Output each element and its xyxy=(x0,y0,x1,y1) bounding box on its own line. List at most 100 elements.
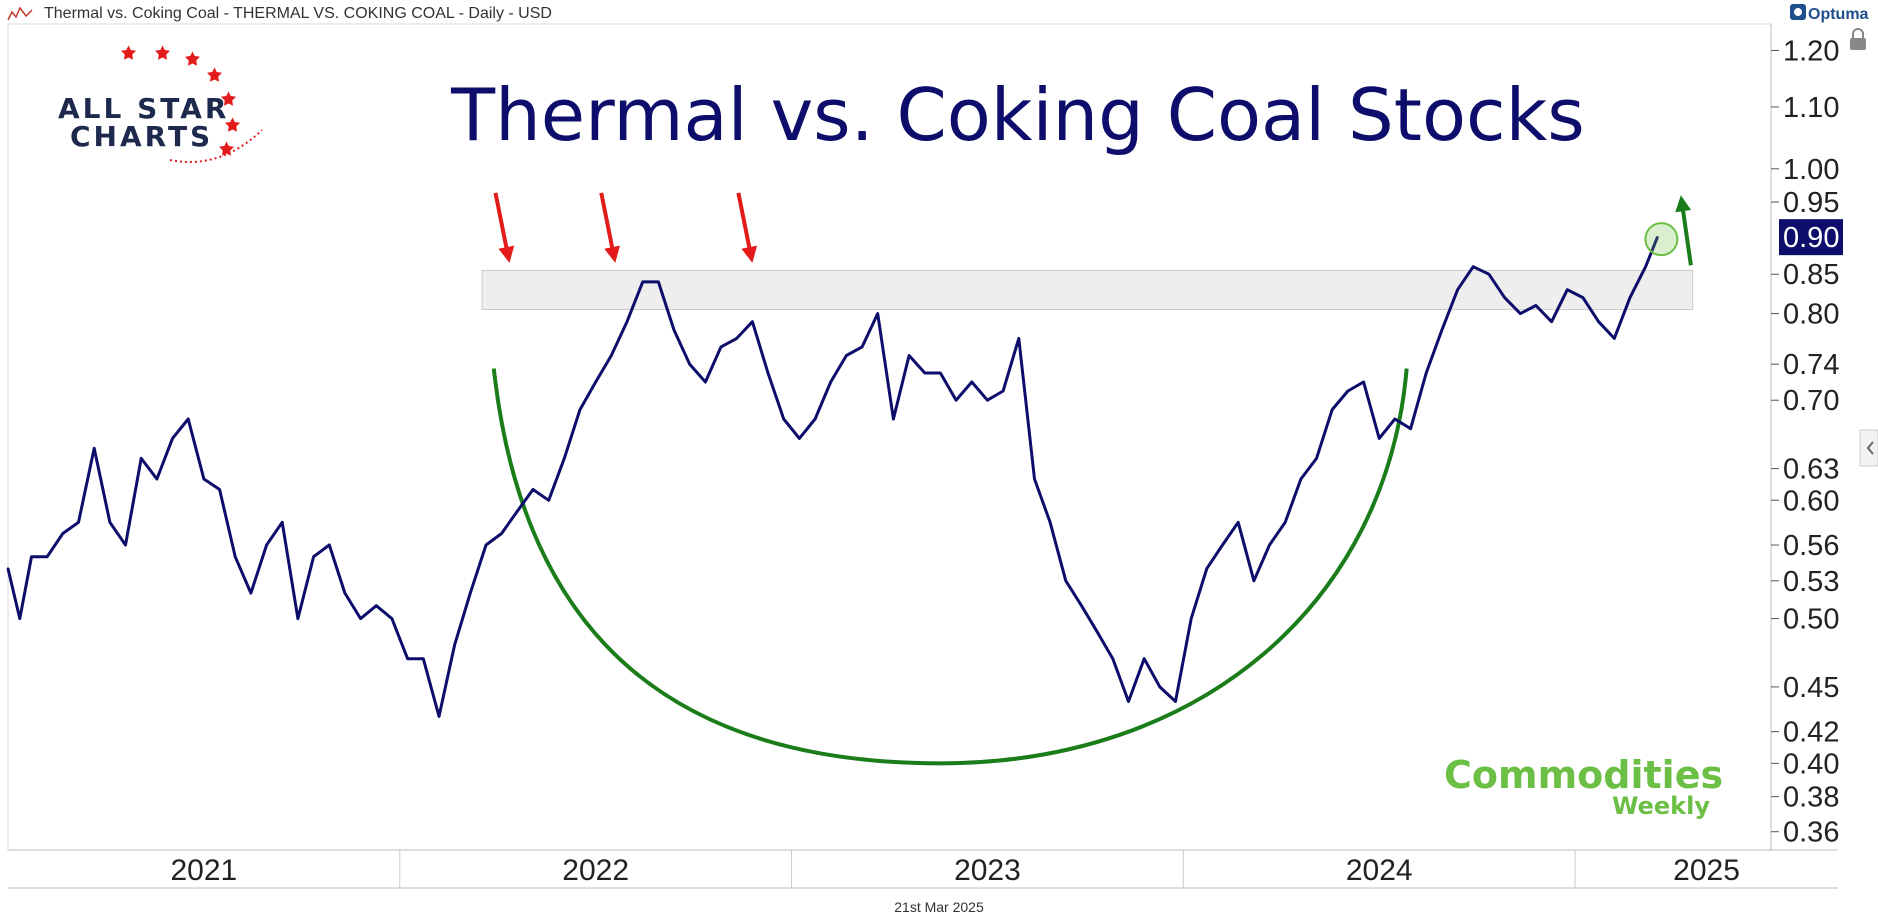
data-point xyxy=(860,345,864,349)
data-point xyxy=(1033,477,1036,481)
y-tick-label: 0.74 xyxy=(1783,349,1839,381)
data-point xyxy=(1519,312,1522,315)
data-point xyxy=(625,320,629,323)
data-point xyxy=(281,521,284,524)
red-arrow-1-head xyxy=(498,245,515,263)
data-point xyxy=(516,509,519,513)
data-point xyxy=(1456,288,1459,291)
data-point xyxy=(171,437,174,440)
data-point xyxy=(45,555,49,558)
data-point xyxy=(704,380,707,384)
data-point xyxy=(1346,389,1350,393)
data-point xyxy=(265,543,268,547)
data-point xyxy=(954,399,958,402)
chart-title: Thermal vs. Coking Coal Stocks xyxy=(450,73,1585,157)
y-tick-label: 1.10 xyxy=(1783,92,1839,124)
x-tick-label: 2022 xyxy=(562,854,629,887)
data-point xyxy=(108,521,112,524)
y-tick-label: 0.70 xyxy=(1783,385,1839,417)
y-tick-label: 0.95 xyxy=(1783,187,1839,219)
data-point xyxy=(1095,630,1099,633)
data-point xyxy=(422,657,425,660)
data-point xyxy=(735,337,738,340)
data-point xyxy=(1656,235,1659,239)
data-point xyxy=(155,477,159,481)
data-point xyxy=(907,354,911,357)
data-point xyxy=(1425,371,1428,375)
logo-line2: CHARTS xyxy=(70,120,213,153)
data-point xyxy=(1236,521,1240,524)
data-point xyxy=(829,380,832,384)
red-arrow-3 xyxy=(736,192,758,263)
data-point xyxy=(1268,543,1271,547)
data-point xyxy=(892,417,895,421)
data-point xyxy=(798,437,801,440)
data-point xyxy=(939,371,942,375)
data-point xyxy=(249,591,253,595)
data-point xyxy=(1628,296,1632,299)
data-point xyxy=(1534,304,1538,307)
commodities-weekly-watermark: Commodities Weekly xyxy=(1444,753,1723,820)
data-point xyxy=(1205,567,1209,570)
data-point xyxy=(187,417,190,421)
data-point xyxy=(1378,437,1381,440)
data-point xyxy=(688,362,691,366)
data-point xyxy=(1315,457,1318,460)
y-tick-label: 0.45 xyxy=(1783,672,1839,704)
y-tick-label: 1.20 xyxy=(1783,35,1839,67)
watermark-line1: Commodities xyxy=(1444,753,1723,797)
last-value-label: 0.90 xyxy=(1783,222,1839,254)
data-point xyxy=(18,617,21,620)
data-point xyxy=(1409,427,1412,430)
y-tick-label: 0.56 xyxy=(1783,530,1839,562)
data-point xyxy=(328,543,331,547)
header-bar: Thermal vs. Coking Coal - THERMAL VS. CO… xyxy=(7,4,1869,23)
lock-icon[interactable] xyxy=(1850,28,1866,50)
data-point xyxy=(500,532,503,535)
y-tick-label: 0.60 xyxy=(1783,485,1839,517)
data-point xyxy=(719,345,723,349)
data-point xyxy=(1472,265,1475,268)
optuma-logo-icon[interactable] xyxy=(1790,4,1806,20)
data-point xyxy=(657,280,660,284)
data-point xyxy=(845,354,848,357)
data-point xyxy=(234,555,237,558)
data-point xyxy=(923,371,926,375)
data-point xyxy=(375,604,378,607)
data-point xyxy=(1503,296,1506,299)
y-tick-label: 0.50 xyxy=(1783,604,1839,636)
data-point xyxy=(1048,521,1052,524)
x-tick-label: 2024 xyxy=(1346,854,1413,887)
data-point xyxy=(672,328,676,332)
y-tick-label: 0.85 xyxy=(1783,259,1839,291)
red-arrow-1-shaft xyxy=(493,192,510,254)
data-point xyxy=(876,312,879,315)
data-point xyxy=(1001,389,1005,393)
red-arrow-2-head xyxy=(604,245,620,263)
data-point xyxy=(1566,288,1569,291)
data-point xyxy=(1393,417,1397,421)
data-point xyxy=(970,380,973,384)
data-point xyxy=(343,591,347,595)
red-arrow-2 xyxy=(599,192,620,263)
watermark-line2: Weekly xyxy=(1612,792,1710,820)
y-tick-label: 0.36 xyxy=(1783,817,1839,849)
panel-collapse-icon[interactable] xyxy=(1859,429,1878,467)
data-point xyxy=(1613,337,1616,340)
data-point xyxy=(610,354,613,357)
y-tick-label: 0.63 xyxy=(1783,454,1839,486)
y-tick-label: 1.00 xyxy=(1783,154,1839,186)
data-point xyxy=(202,477,206,481)
footer-date: 21st Mar 2025 xyxy=(894,899,984,915)
data-point xyxy=(1142,657,1146,660)
data-point xyxy=(1221,543,1224,547)
data-point xyxy=(453,643,456,647)
optuma-brand: Optuma xyxy=(1808,6,1869,23)
data-point xyxy=(531,488,535,491)
data-point xyxy=(1111,657,1115,660)
data-point xyxy=(296,617,300,620)
breakout-circle xyxy=(1644,222,1679,257)
data-point xyxy=(61,532,65,535)
data-point xyxy=(1644,265,1647,268)
